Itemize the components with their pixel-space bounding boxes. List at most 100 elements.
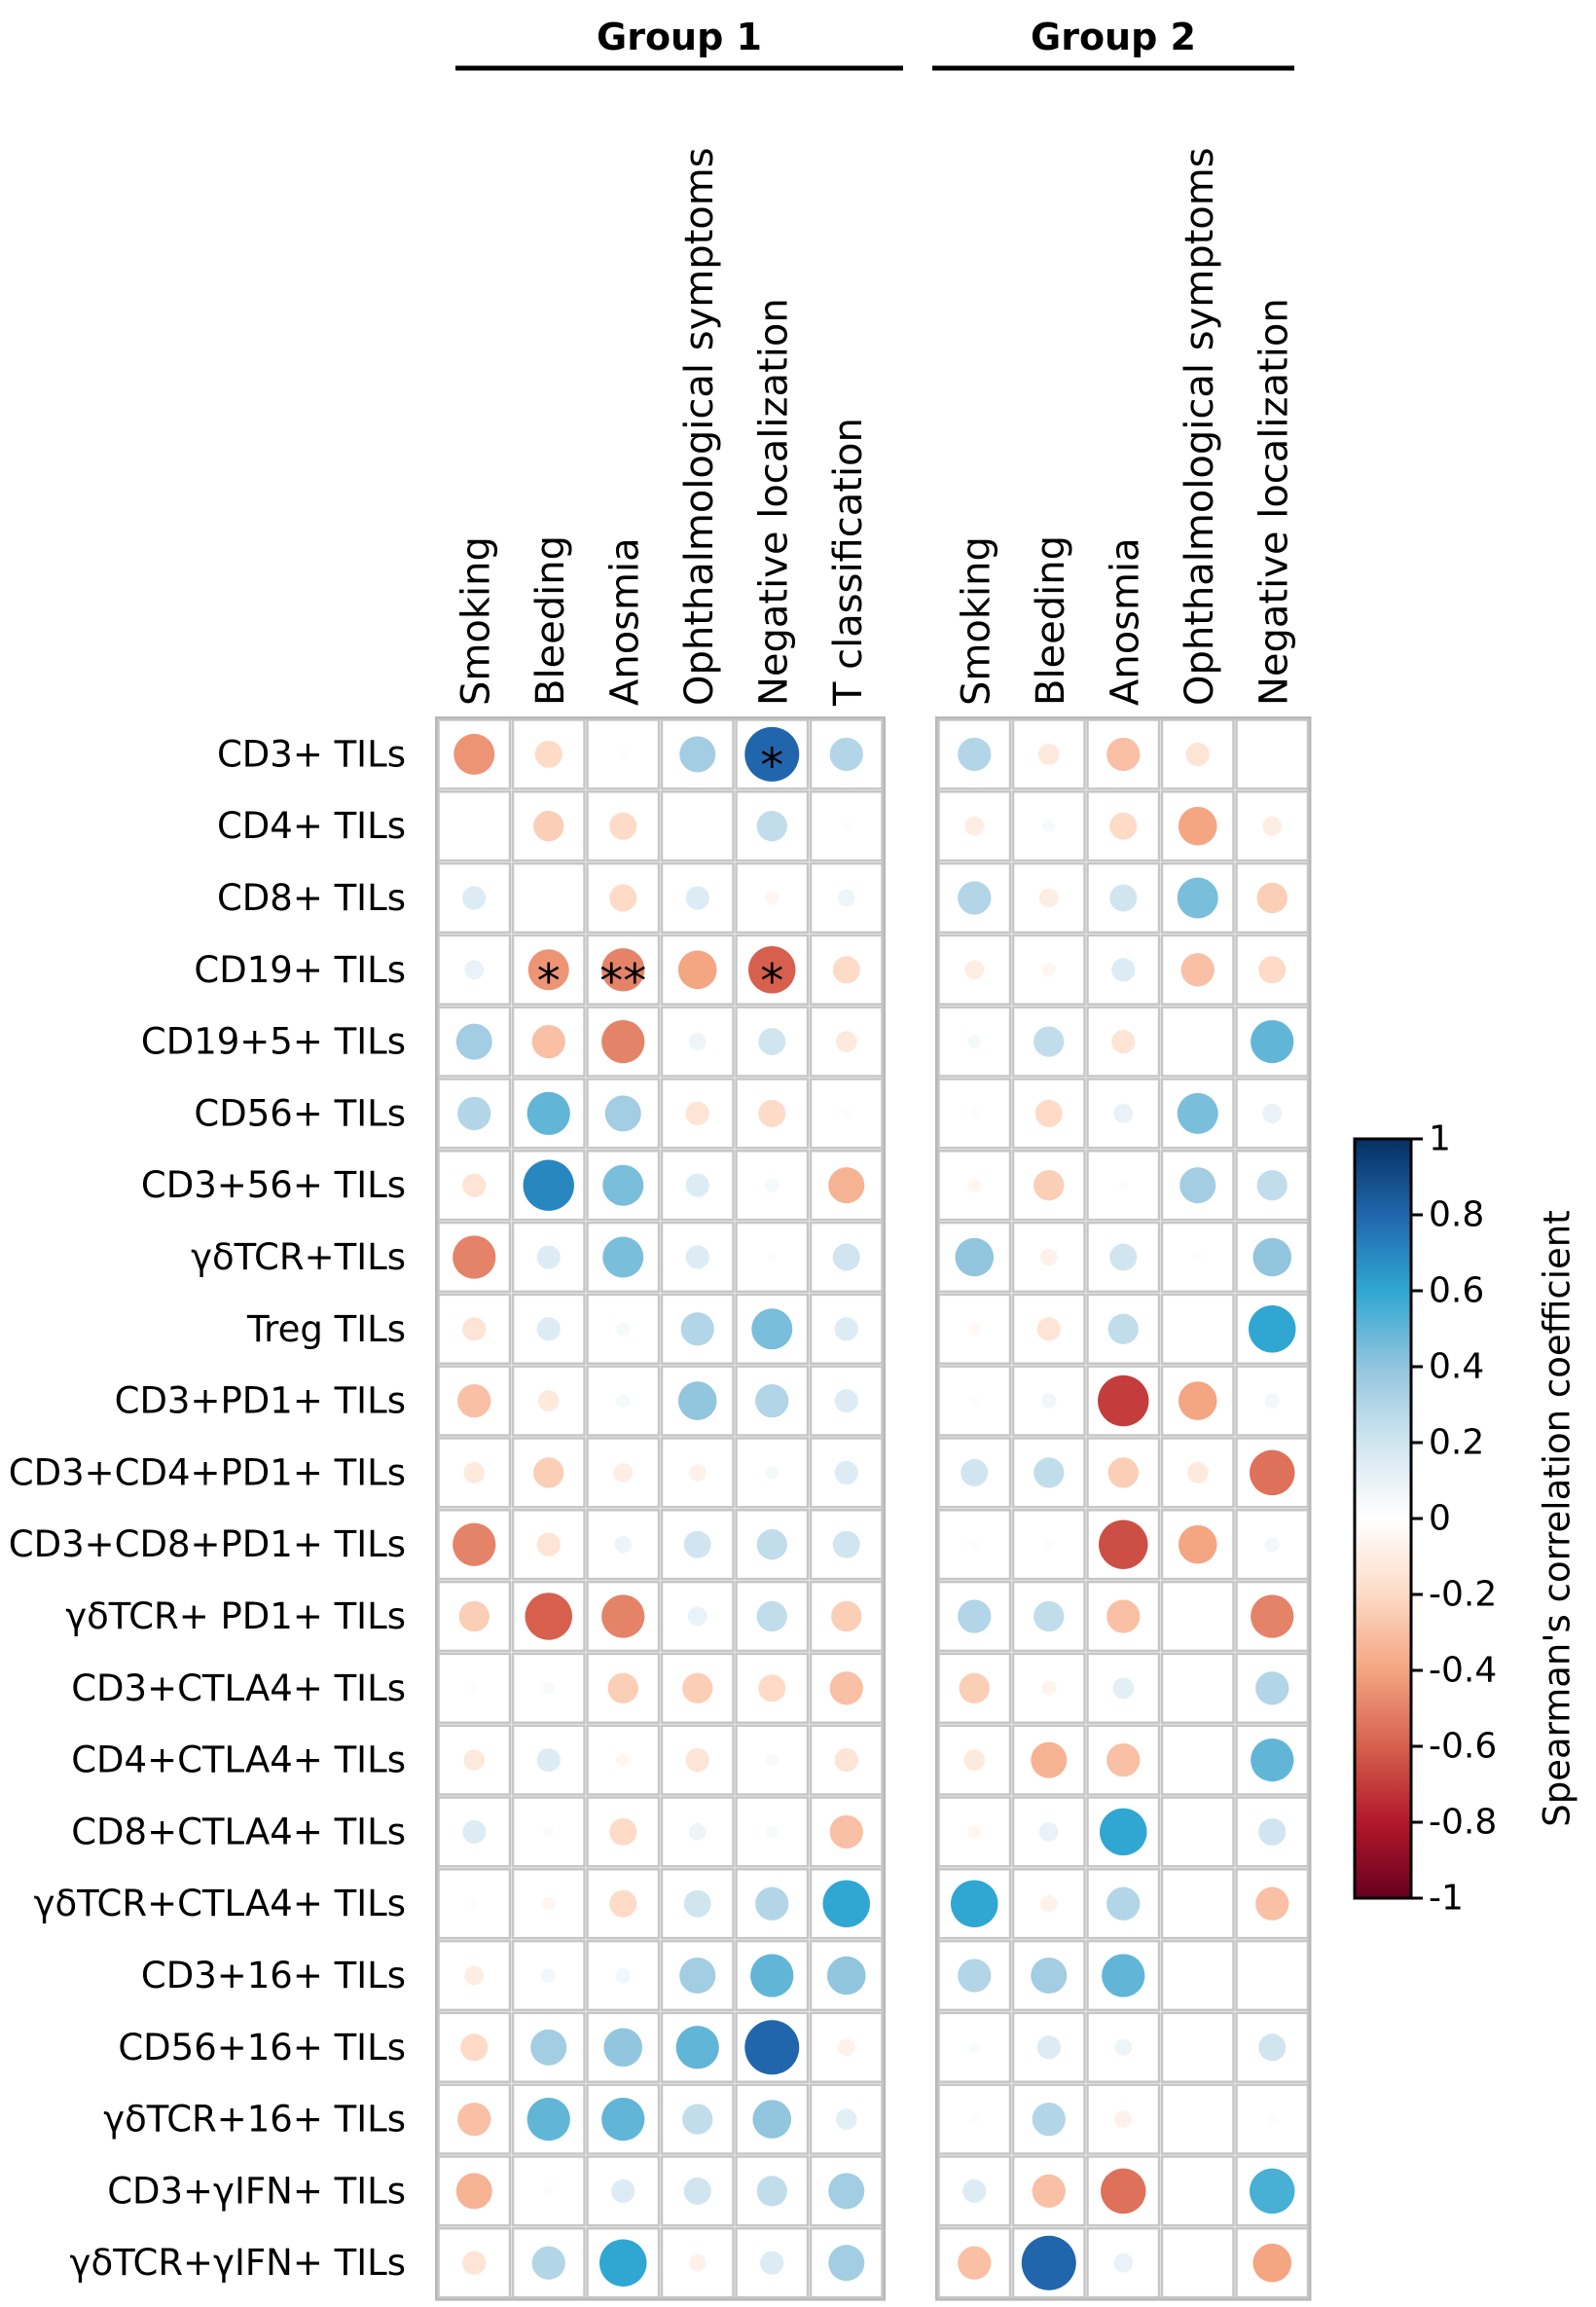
significance-marker: ** bbox=[599, 954, 646, 1008]
correlation-circle bbox=[463, 1749, 486, 1771]
correlation-circle bbox=[832, 1243, 860, 1271]
correlation-circle bbox=[1107, 1313, 1139, 1344]
matrix-cell bbox=[809, 2011, 884, 2083]
correlation-circle bbox=[469, 1899, 479, 1909]
column-label: Anosmia bbox=[602, 537, 647, 706]
matrix-cell bbox=[1086, 1293, 1161, 1365]
group-title: Group 1 bbox=[597, 16, 762, 58]
colorbar-tick-label: -0.2 bbox=[1429, 1575, 1497, 1615]
row-label: CD4+CTLA4+ TILs bbox=[71, 1739, 406, 1781]
correlation-circle bbox=[1106, 1742, 1141, 1777]
matrix-cell bbox=[1160, 1939, 1235, 2012]
matrix-cell bbox=[1235, 1939, 1310, 2012]
correlation-circle bbox=[457, 1383, 491, 1418]
correlation-circle bbox=[958, 881, 992, 915]
matrix-cell bbox=[1086, 2155, 1161, 2227]
matrix-cell bbox=[1086, 790, 1161, 862]
correlation-circle bbox=[680, 1312, 714, 1346]
correlation-circle bbox=[536, 1317, 561, 1341]
correlation-circle bbox=[462, 1173, 487, 1197]
correlation-circle bbox=[751, 1308, 793, 1350]
correlation-circle bbox=[958, 737, 992, 772]
correlation-circle bbox=[1109, 884, 1138, 912]
correlation-circle bbox=[1177, 1092, 1218, 1134]
correlation-circle bbox=[675, 2026, 719, 2069]
row-label: γδTCR+ PD1+ TILs bbox=[65, 1595, 406, 1637]
correlation-circle bbox=[685, 1173, 709, 1197]
correlation-circle bbox=[756, 2176, 787, 2207]
colorbar-title: Spearman's correlation coefficient bbox=[1537, 1210, 1578, 1827]
correlation-circle bbox=[756, 1600, 787, 1632]
correlation-circle bbox=[1037, 744, 1060, 765]
correlation-circle bbox=[533, 1457, 564, 1488]
significance-marker: * bbox=[760, 739, 783, 793]
row-label: CD3+PD1+ TILs bbox=[115, 1380, 406, 1422]
row-label: CD19+5+ TILs bbox=[141, 1021, 406, 1063]
correlation-circle bbox=[822, 1880, 870, 1927]
correlation-circle bbox=[542, 1682, 556, 1695]
correlation-circle bbox=[677, 1381, 717, 1420]
correlation-circle bbox=[1106, 1886, 1141, 1921]
correlation-circle bbox=[959, 1672, 990, 1703]
colorbar-gradient bbox=[1353, 1137, 1413, 1900]
correlation-circle bbox=[685, 1747, 709, 1773]
colorbar-tick-label: -0.8 bbox=[1429, 1803, 1497, 1843]
correlation-circle bbox=[835, 1031, 857, 1052]
correlation-circle bbox=[1262, 1104, 1283, 1123]
correlation-circle bbox=[1258, 956, 1287, 984]
matrix-cell bbox=[1160, 934, 1235, 1006]
correlation-circle bbox=[834, 1460, 858, 1485]
correlation-circle bbox=[752, 2100, 792, 2139]
matrix-cell bbox=[1235, 1365, 1310, 1437]
correlation-circle bbox=[964, 960, 985, 980]
correlation-circle bbox=[688, 2253, 707, 2272]
correlation-circle bbox=[1038, 1822, 1059, 1842]
correlation-circle bbox=[1021, 2235, 1076, 2290]
correlation-circle bbox=[1107, 1457, 1139, 1488]
matrix-cell bbox=[437, 1006, 512, 1078]
row-label: CD8+CTLA4+ TILs bbox=[71, 1811, 406, 1852]
row-label: Treg TILs bbox=[246, 1308, 406, 1350]
correlation-circle bbox=[688, 1823, 707, 1841]
correlation-circle bbox=[1034, 1600, 1065, 1632]
row-label: CD3+16+ TILs bbox=[141, 1955, 406, 1996]
correlation-circle bbox=[599, 2239, 647, 2287]
correlation-circle bbox=[1039, 1894, 1058, 1913]
correlation-circle bbox=[967, 1323, 981, 1336]
correlation-circle bbox=[961, 1458, 989, 1486]
matrix-cell bbox=[1160, 2083, 1235, 2155]
correlation-circle bbox=[829, 1814, 863, 1849]
correlation-circle bbox=[1256, 1170, 1288, 1201]
correlation-circle bbox=[744, 726, 800, 782]
matrix-cell bbox=[1086, 1437, 1161, 1509]
correlation-circle bbox=[829, 1671, 863, 1705]
correlation-circle bbox=[1098, 1374, 1149, 1427]
correlation-circle bbox=[958, 1599, 992, 1633]
correlation-circle bbox=[1251, 1738, 1294, 1782]
correlation-circle bbox=[544, 2186, 554, 2196]
correlation-circle bbox=[534, 740, 562, 768]
correlation-circle bbox=[464, 1965, 485, 1986]
matrix-cell bbox=[1160, 1293, 1235, 1365]
correlation-circle bbox=[613, 1463, 634, 1483]
correlation-circle bbox=[602, 1236, 644, 1278]
matrix-cell bbox=[1160, 1365, 1235, 1437]
correlation-circle bbox=[1031, 1741, 1068, 1778]
row-label: γδTCR+16+ TILs bbox=[103, 2099, 406, 2141]
correlation-circle bbox=[469, 1683, 479, 1693]
correlation-circle bbox=[1177, 877, 1218, 919]
correlation-circle bbox=[1036, 1317, 1061, 1341]
matrix-cell bbox=[1160, 1796, 1235, 1868]
colorbar-tick-label: 1 bbox=[1429, 1119, 1451, 1159]
correlation-circle bbox=[835, 2108, 857, 2130]
correlation-circle bbox=[826, 1956, 866, 1996]
correlation-circle bbox=[828, 1167, 865, 1204]
column-label: Negative localization bbox=[1251, 298, 1296, 706]
correlation-circle bbox=[609, 884, 637, 912]
row-label: CD8+ TILs bbox=[217, 877, 406, 919]
correlation-circle bbox=[688, 1033, 707, 1050]
correlation-circle bbox=[1252, 1237, 1292, 1277]
correlation-circle bbox=[1258, 1817, 1287, 1846]
correlation-circle bbox=[688, 1464, 707, 1482]
correlation-circle bbox=[460, 2033, 489, 2062]
